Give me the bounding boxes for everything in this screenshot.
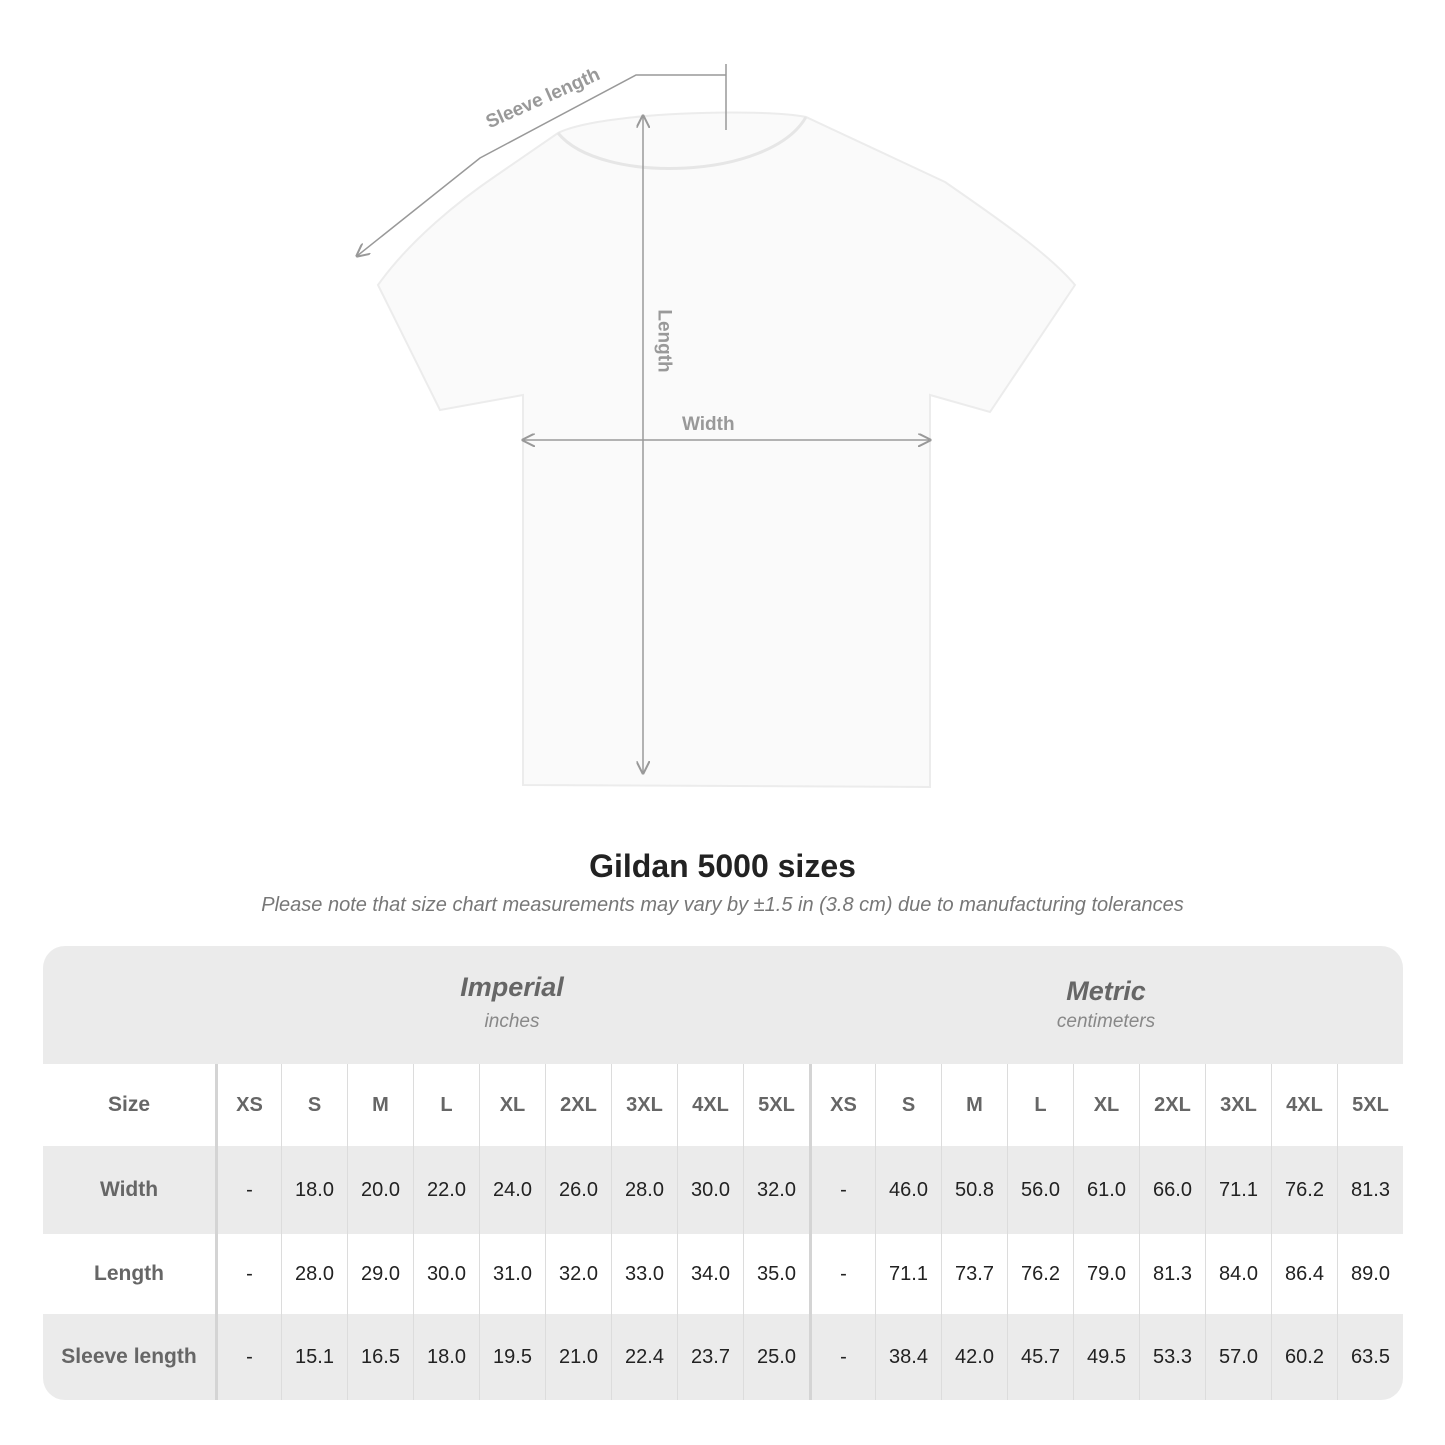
metric-value-cell: 81.3 [1139,1234,1205,1314]
imperial-value-cell: 22.4 [611,1314,677,1400]
imperial-size-header: 2XL [545,1064,611,1146]
metric-value-cell: 45.7 [1007,1314,1073,1400]
metric-value-cell: 76.2 [1007,1234,1073,1314]
metric-title: Metric [1066,976,1146,1006]
metric-size-header: 4XL [1271,1064,1337,1146]
imperial-value-cell: 26.0 [545,1146,611,1234]
sleeve-measure-line [357,74,726,256]
metric-value-cell: 49.5 [1073,1314,1139,1400]
imperial-value-cell: 28.0 [611,1146,677,1234]
metric-size-header: 2XL [1139,1064,1205,1146]
row-label: Size [107,1093,151,1116]
metric-value-cell: 42.0 [941,1314,1007,1400]
imperial-value-cell: 18.0 [413,1314,479,1400]
page-title: Gildan 5000 sizes [589,848,856,884]
metric-value-cell: - [809,1314,875,1400]
metric-value-cell: 66.0 [1139,1146,1205,1234]
metric-value-cell: 57.0 [1205,1314,1271,1400]
tshirt-shape [376,111,1077,789]
metric-value-cell: 50.8 [941,1146,1007,1234]
metric-value-cell: - [809,1234,875,1314]
metric-value-cell: - [809,1146,875,1234]
imperial-value-cell: 22.0 [413,1146,479,1234]
imperial-value-cell: 30.0 [413,1234,479,1314]
imperial-title: Imperial [460,972,564,1002]
imperial-value-cell: 24.0 [479,1146,545,1234]
metric-value-cell: 46.0 [875,1146,941,1234]
imperial-value-cell: 25.0 [743,1314,809,1400]
metric-size-header: M [941,1064,1007,1146]
metric-header: Metric centimeters [809,946,1403,1064]
row-label: Sleeve length [61,1345,197,1368]
tolerance-note: Please note that size chart measurements… [261,894,1184,916]
metric-value-cell: 60.2 [1271,1314,1337,1400]
imperial-value-cell: 35.0 [743,1234,809,1314]
imperial-value-cell: 23.7 [677,1314,743,1400]
metric-size-header: S [875,1064,941,1146]
imperial-value-cell: 32.0 [545,1234,611,1314]
metric-value-cell: 84.0 [1205,1234,1271,1314]
metric-value-cell: 76.2 [1271,1146,1337,1234]
metric-value-cell: 89.0 [1337,1234,1403,1314]
table-row: Width -18.0 20.0 22.0 24.0 26.0 28.0 30.0 32.0-4… [43,1146,1403,1234]
imperial-value-cell: 34.0 [677,1234,743,1314]
imperial-value-cell: 21.0 [545,1314,611,1400]
metric-value-cell: 38.4 [875,1314,941,1400]
row-label: Width [99,1178,159,1201]
imperial-value-cell: 33.0 [611,1234,677,1314]
imperial-size-header: S [281,1064,347,1146]
table-row: Length -28.0 29.0 30.0 31.0 32.0 33.0 34.0 35.0-… [43,1234,1403,1314]
imperial-value-cell: 29.0 [347,1234,413,1314]
metric-unit: centimeters [1056,1011,1156,1032]
imperial-value-cell: 30.0 [677,1146,743,1234]
metric-size-header: XL [1073,1064,1139,1146]
length-label: Length [653,309,675,373]
width-label: Width [682,414,735,435]
metric-value-cell: 86.4 [1271,1234,1337,1314]
imperial-value-cell: - [215,1146,281,1234]
table-row: Sleeve length -15.1 16.5 18.0 19.5 21.0 22.4 23… [43,1314,1403,1400]
metric-size-header: XS [809,1064,875,1146]
metric-value-cell: 63.5 [1337,1314,1403,1400]
imperial-value-cell: 16.5 [347,1314,413,1400]
imperial-value-cell: - [215,1234,281,1314]
metric-size-header: L [1007,1064,1073,1146]
imperial-size-header: 3XL [611,1064,677,1146]
metric-value-cell: 79.0 [1073,1234,1139,1314]
imperial-value-cell: 19.5 [479,1314,545,1400]
metric-value-cell: 71.1 [1205,1146,1271,1234]
imperial-size-header: L [413,1064,479,1146]
metric-value-cell: 73.7 [941,1234,1007,1314]
imperial-size-header: 4XL [677,1064,743,1146]
size-table: Imperial inches Metric centimeters Size X… [43,946,1403,1400]
imperial-size-header: XL [479,1064,545,1146]
imperial-size-header: 5XL [743,1064,809,1146]
tshirt-diagram [0,64,1077,789]
imperial-value-cell: - [215,1314,281,1400]
imperial-value-cell: 15.1 [281,1314,347,1400]
row-label: Length [94,1262,164,1285]
imperial-size-header: XS [215,1064,281,1146]
metric-value-cell: 53.3 [1139,1314,1205,1400]
imperial-value-cell: 31.0 [479,1234,545,1314]
metric-size-header: 3XL [1205,1064,1271,1146]
imperial-value-cell: 28.0 [281,1234,347,1314]
metric-value-cell: 61.0 [1073,1146,1139,1234]
metric-size-header: 5XL [1337,1064,1403,1146]
imperial-value-cell: 32.0 [743,1146,809,1234]
metric-value-cell: 81.3 [1337,1146,1403,1234]
metric-value-cell: 56.0 [1007,1146,1073,1234]
imperial-header: Imperial inches [215,946,809,1064]
metric-value-cell: 71.1 [875,1234,941,1314]
size-header-row: Size XS S M L XL 2XL 3XL 4XL 5XL XS S M L XL 2XL 3XL 4XL 5… [43,1064,1403,1146]
imperial-value-cell: 20.0 [347,1146,413,1234]
imperial-size-header: M [347,1064,413,1146]
collar [556,116,808,170]
imperial-value-cell: 18.0 [281,1146,347,1234]
imperial-unit: inches [484,1011,540,1032]
